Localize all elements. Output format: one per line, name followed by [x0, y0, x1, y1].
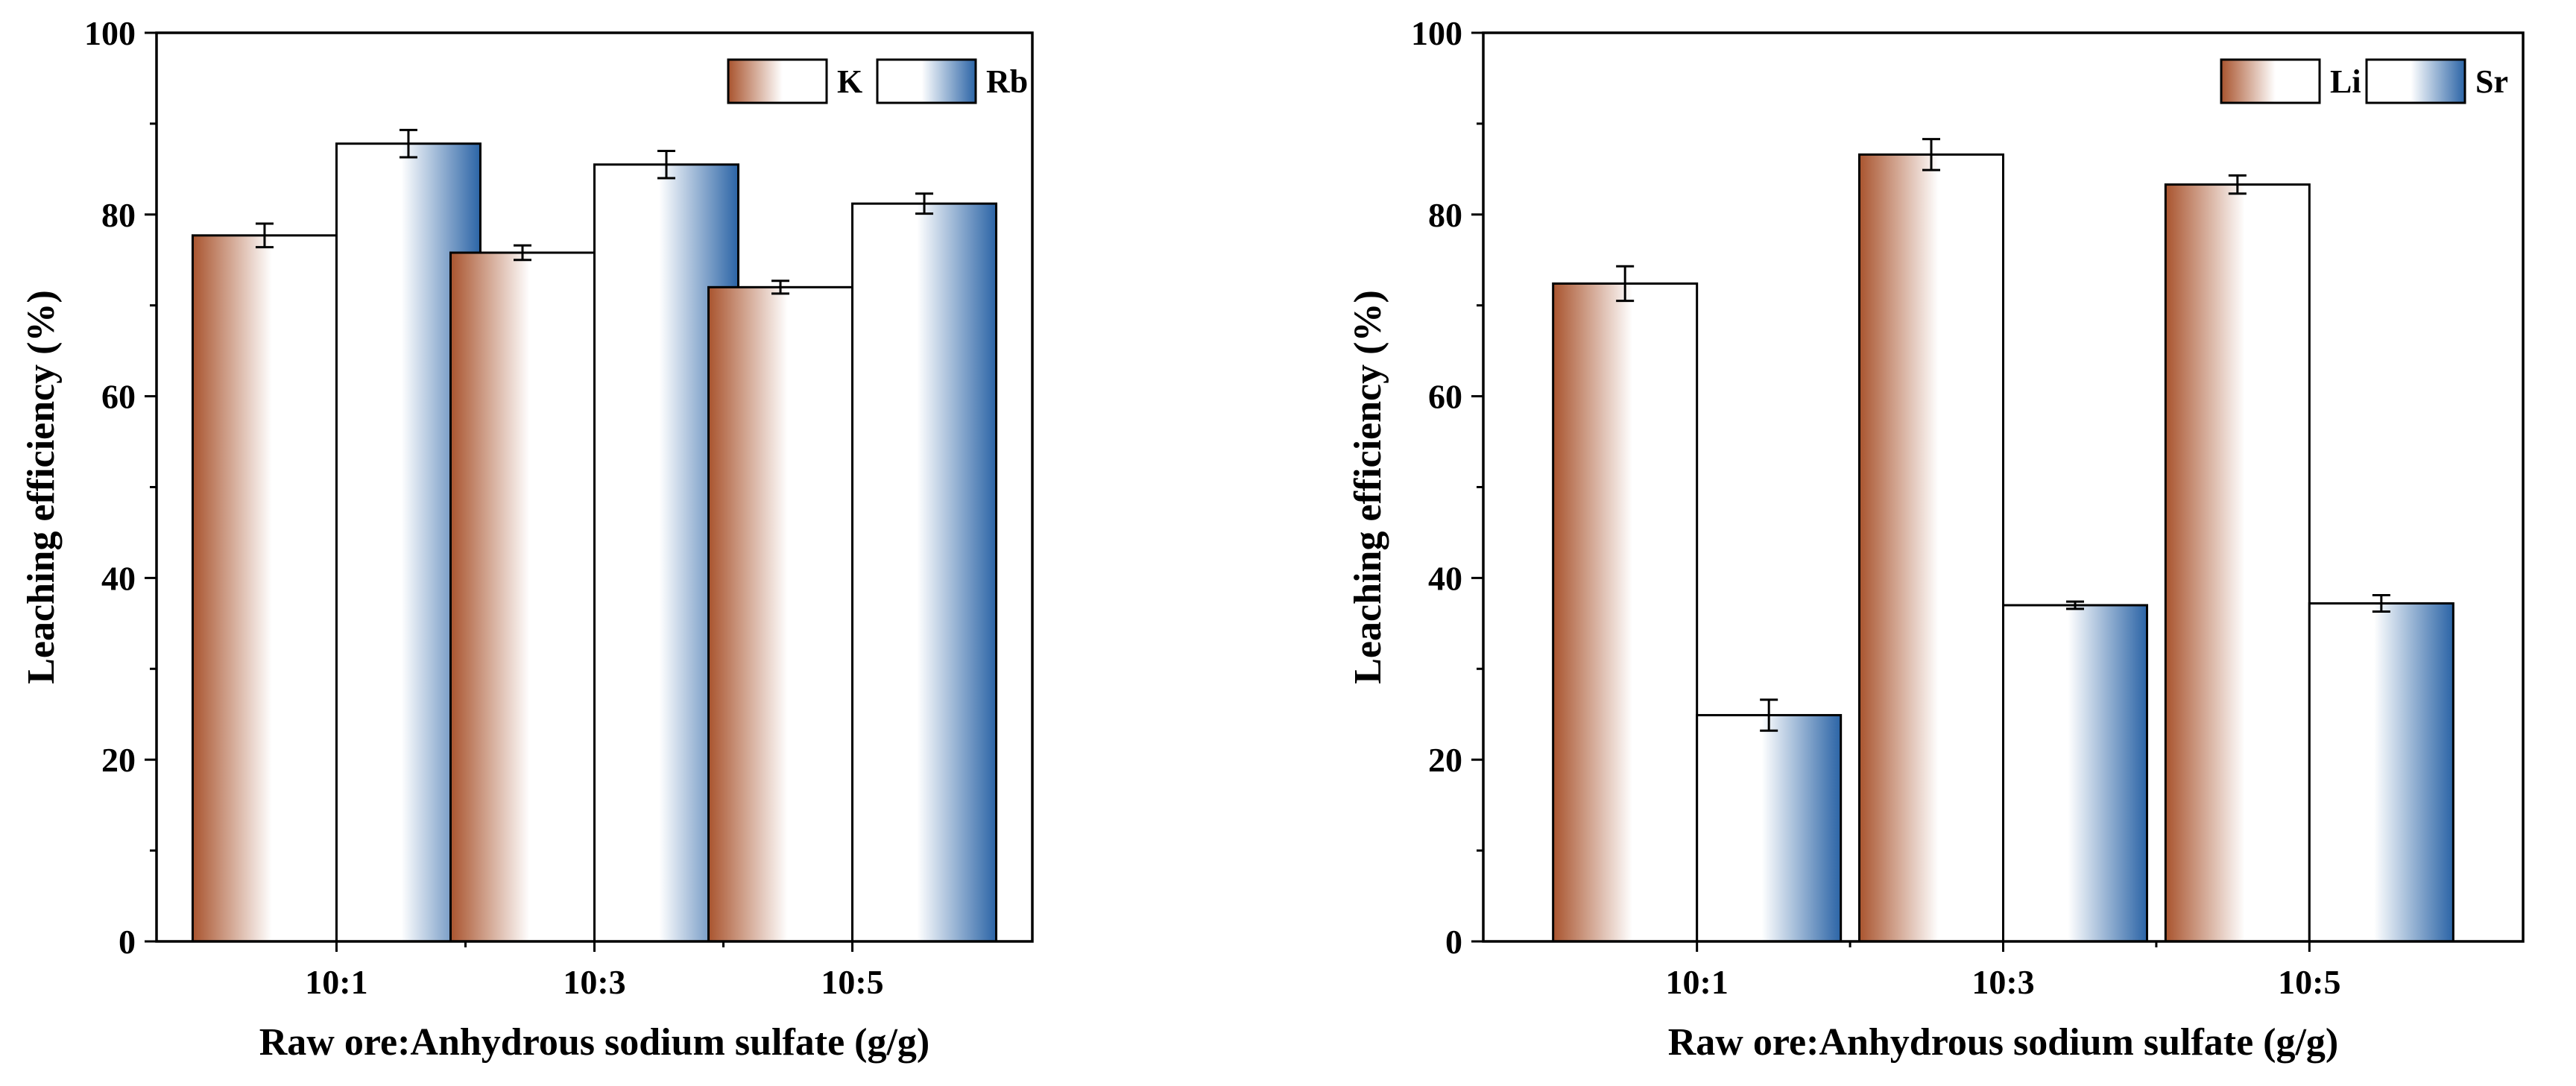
legend-label-sr: Sr — [2475, 63, 2508, 100]
y-tick-label-100: 100 — [84, 14, 136, 52]
y-tick-label-40: 40 — [1428, 559, 1462, 597]
bar-sr-2 — [2002, 604, 2148, 943]
y-tick-label-0: 0 — [119, 923, 136, 961]
legend-label-rb: Rb — [986, 63, 1028, 100]
bar-li-3 — [2164, 183, 2311, 943]
legend-label-li: Li — [2330, 63, 2361, 100]
legend-swatch-sr — [2365, 58, 2466, 104]
legend-label-k: K — [837, 63, 862, 100]
x-tick-label-1: 10:1 — [305, 963, 367, 1001]
y-tick-label-20: 20 — [101, 741, 136, 779]
legend-swatch-li — [2220, 58, 2321, 104]
y-tick-label-20: 20 — [1428, 741, 1462, 779]
x-tick-label-1: 10:1 — [1666, 963, 1729, 1001]
legend-swatch-rb — [876, 58, 977, 104]
y-tick-label-40: 40 — [101, 559, 136, 597]
x-tick-label-3: 10:5 — [821, 963, 883, 1001]
y-tick-label-60: 60 — [101, 378, 136, 416]
bar-k-3 — [707, 285, 854, 943]
bar-sr-3 — [2308, 602, 2455, 943]
bar-li-1 — [1552, 282, 1699, 943]
y-tick-label-80: 80 — [101, 196, 136, 234]
bar-sr-1 — [1696, 713, 1843, 943]
chart-panel-left: 10:1 10:3 10:5 0 20 40 60 80 100 Raw ore:Anhydrou… — [20, 14, 1034, 1064]
bar-rb-3 — [851, 202, 998, 943]
y-tick-label-0: 0 — [1445, 923, 1462, 961]
x-tick-label-3: 10:5 — [2278, 963, 2340, 1001]
bar-li-2 — [1858, 153, 2004, 943]
legend-swatch-k — [727, 58, 828, 104]
y-tick-label-80: 80 — [1428, 196, 1462, 234]
x-tick-label-2: 10:3 — [1972, 963, 2034, 1001]
x-axis-title: Raw ore:Anhydrous sodium sulfate (g/g) — [259, 1021, 930, 1064]
bar-k-2 — [449, 251, 596, 943]
bar-k-1 — [191, 234, 338, 943]
y-tick-label-100: 100 — [1411, 14, 1462, 52]
chart-panel-right: 10:1 10:3 10:5 0 20 40 60 80 100 Raw ore:Anhydrou… — [1347, 14, 2525, 1064]
x-axis-title: Raw ore:Anhydrous sodium sulfate (g/g) — [1668, 1021, 2339, 1064]
y-axis-title: Leaching efficiency (%) — [20, 290, 63, 684]
y-tick-label-60: 60 — [1428, 378, 1462, 416]
x-tick-label-2: 10:3 — [563, 963, 625, 1001]
y-axis-title: Leaching efficiency (%) — [1347, 290, 1389, 684]
